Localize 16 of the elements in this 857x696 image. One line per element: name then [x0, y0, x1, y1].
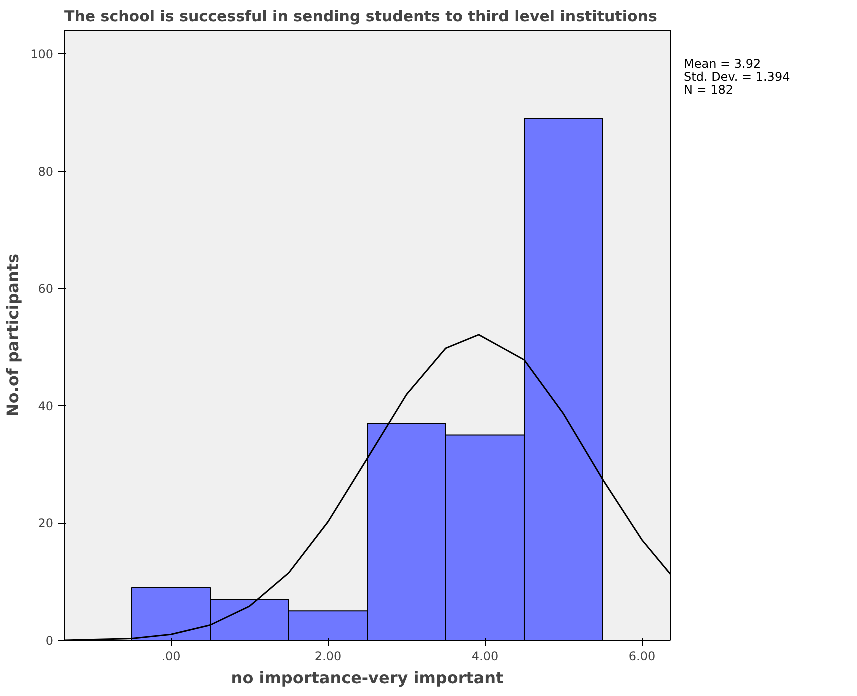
y-tick-label: 0 — [46, 634, 54, 648]
text: Mean = 3.92 — [684, 57, 762, 71]
x-tick-label: 2.00 — [314, 650, 342, 664]
y-tick-label: 80 — [38, 164, 54, 179]
x-tick-label: .00 — [162, 650, 181, 664]
y-axis-title: No.of participants — [4, 254, 23, 418]
chart-title: The school is successful in sending students to third level institutions — [64, 8, 658, 26]
y-tick-label: 20 — [38, 516, 54, 531]
x-tick-label: 6.00 — [628, 650, 656, 664]
text: Std. Dev. = 1.394 — [684, 70, 790, 84]
y-tick-label: 100 — [30, 47, 54, 62]
x-axis-title: no importance-very important — [231, 668, 504, 688]
text: N = 182 — [684, 83, 734, 97]
y-tick-label: 40 — [38, 399, 54, 414]
y-tick-label: 60 — [38, 282, 54, 296]
x-tick-label: 4.00 — [472, 650, 499, 664]
